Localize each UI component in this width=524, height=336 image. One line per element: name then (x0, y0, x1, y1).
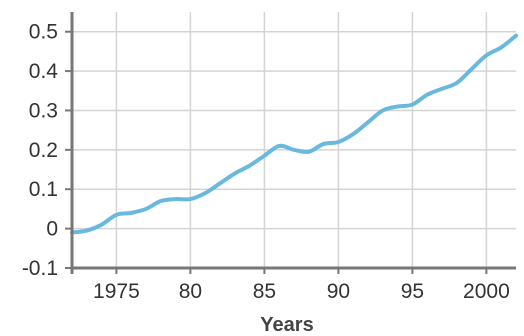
x-axis-title: Years (260, 314, 313, 336)
x-tick-label: 90 (327, 280, 350, 303)
x-tick-label: 1975 (93, 280, 140, 303)
axes (65, 12, 516, 274)
x-tick-label: 95 (401, 280, 424, 303)
y-tick-label: 0.3 (29, 99, 58, 122)
series-layer (70, 33, 518, 235)
series-line (70, 33, 518, 235)
x-tick-label: 2000 (463, 280, 510, 303)
tick-labels: -0.1 0 0.1 0.2 0.3 0.4 0.5 1975 80 85 90 95 2000 (22, 21, 510, 303)
x-tick-label: 85 (253, 280, 276, 303)
x-tick-label: 80 (179, 280, 202, 303)
y-tick-label: 0.4 (29, 60, 59, 83)
y-tick-label: 0.5 (29, 21, 58, 44)
grid (72, 12, 516, 269)
y-tick-label: -0.1 (22, 257, 58, 280)
y-tick-label: 0 (46, 218, 58, 241)
y-tick-label: 0.2 (29, 139, 58, 162)
y-tick-label: 0.1 (29, 178, 58, 201)
